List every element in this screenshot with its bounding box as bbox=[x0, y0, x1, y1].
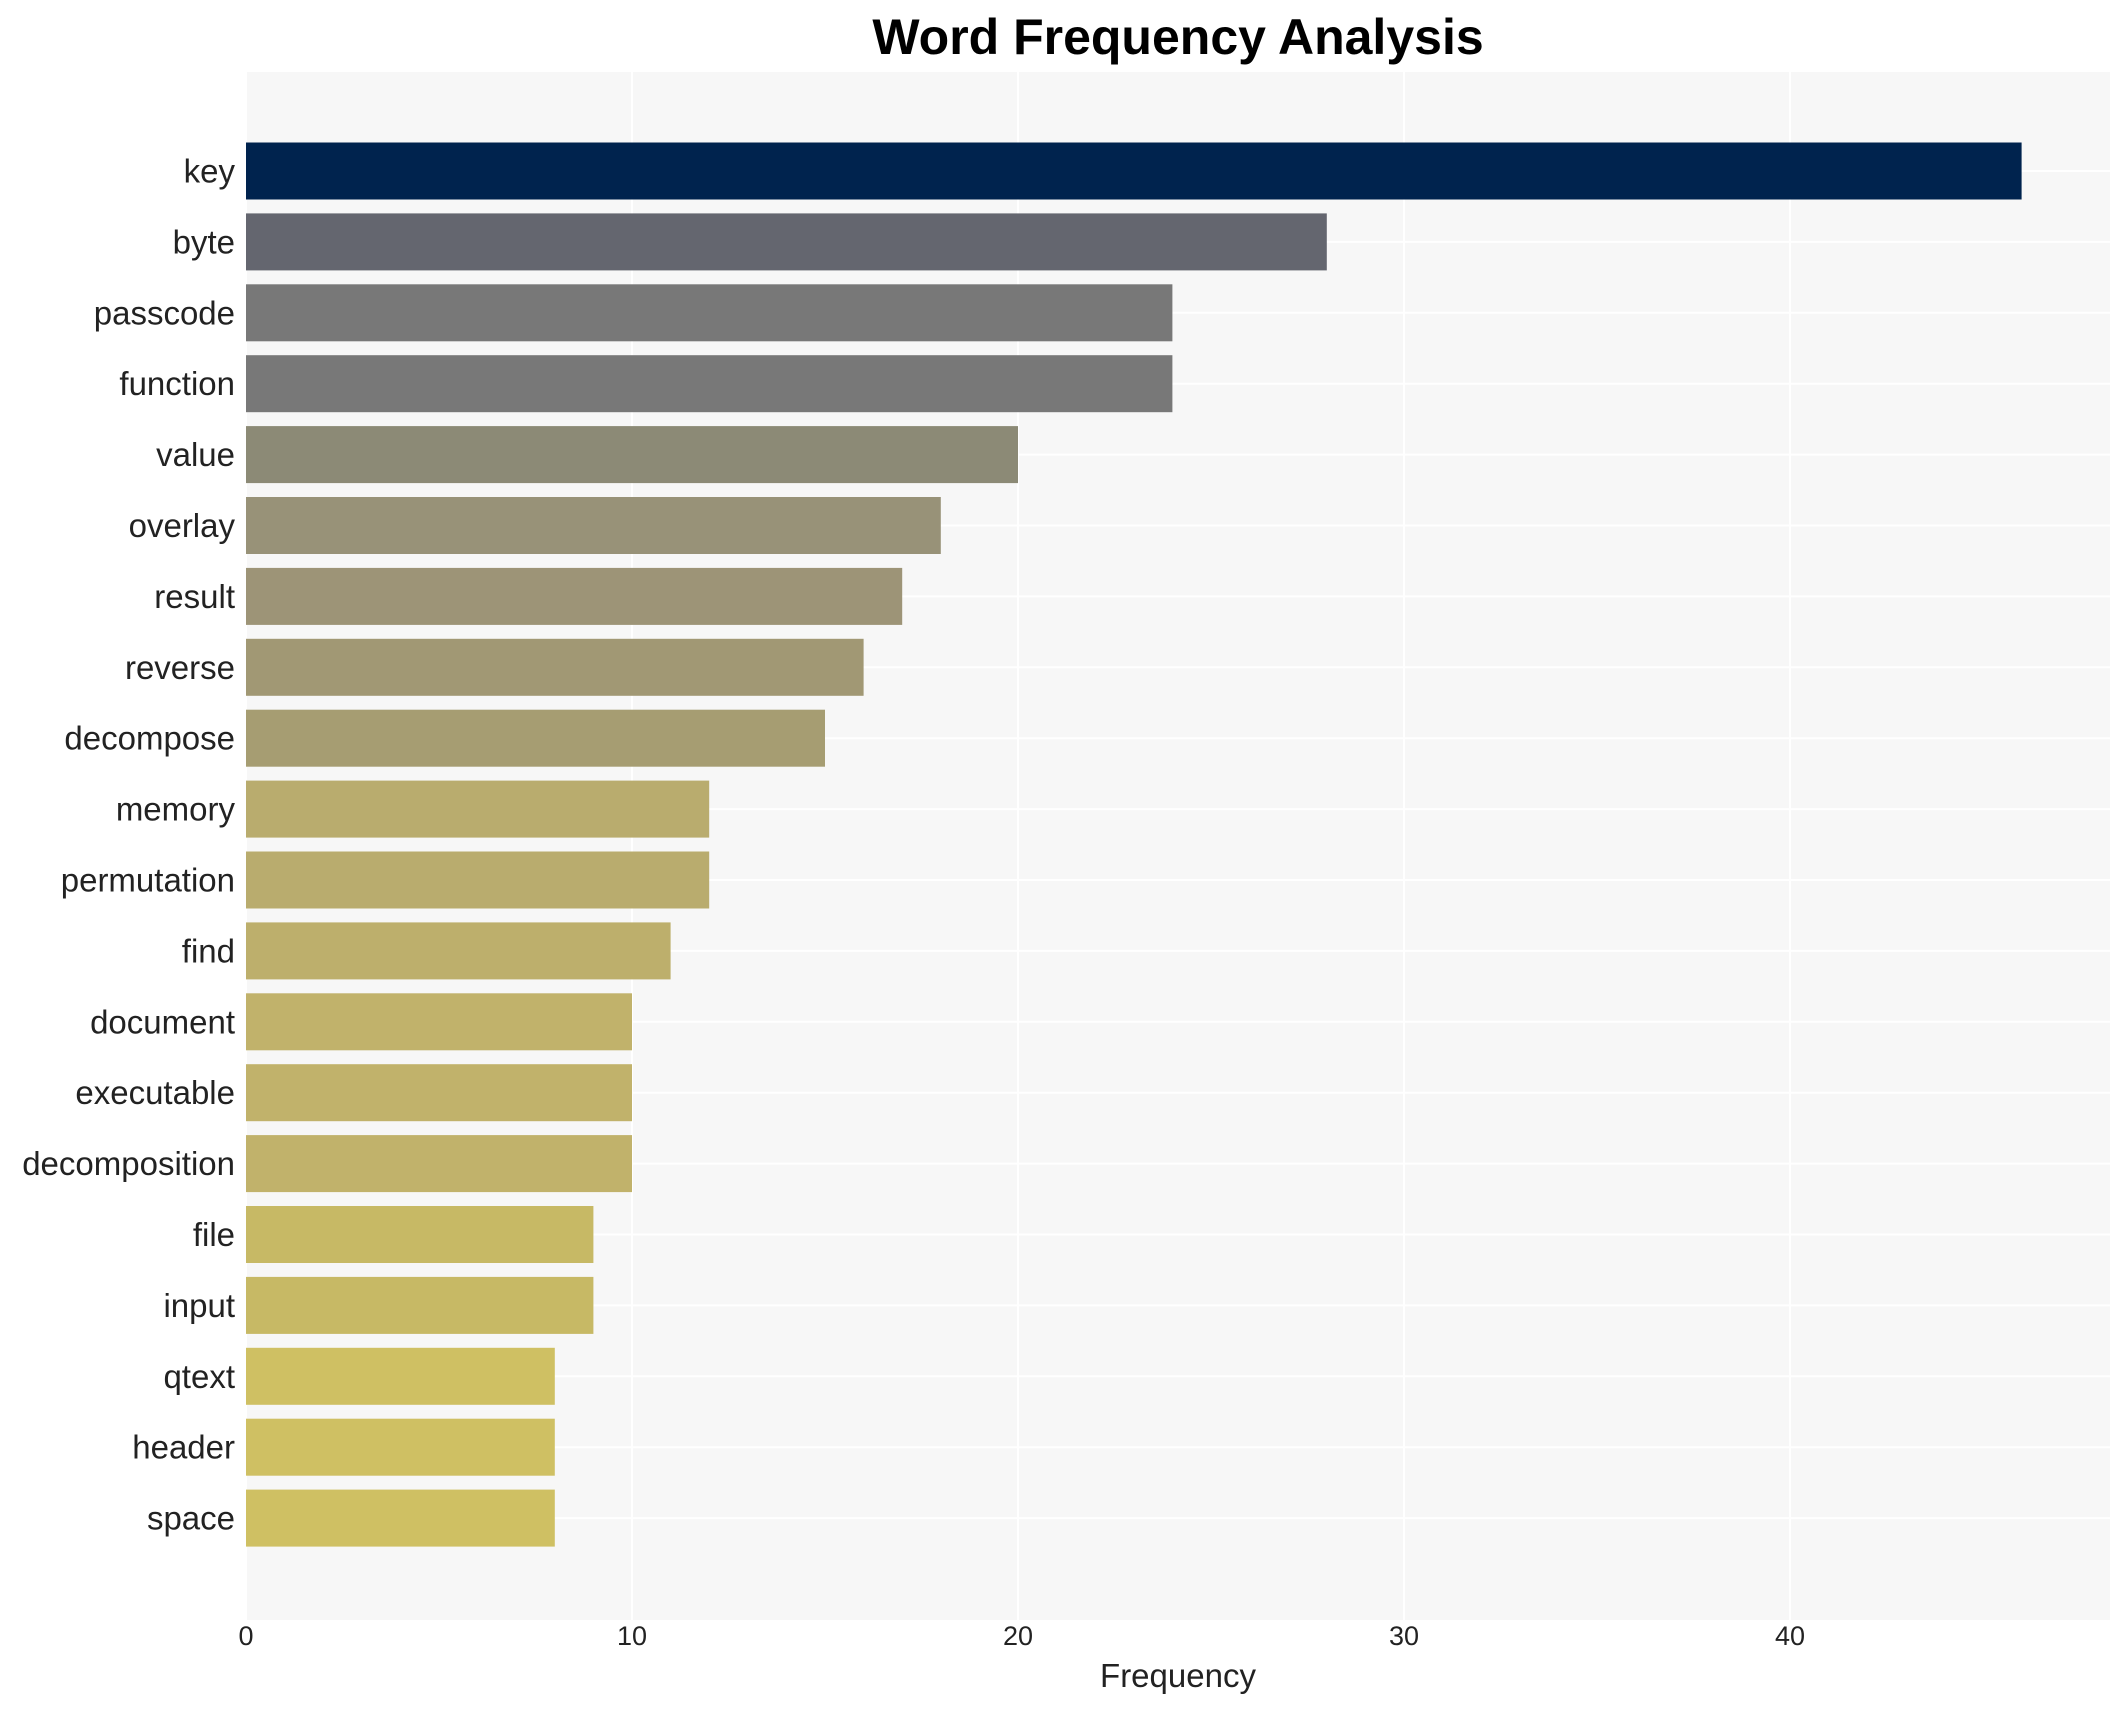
bar-value bbox=[246, 426, 1018, 484]
category-label-overlay: overlay bbox=[129, 507, 236, 544]
category-label-reverse: reverse bbox=[125, 649, 235, 686]
x-tick-labels: 0 10 20 30 40 bbox=[238, 1621, 1805, 1651]
category-label-executable: executable bbox=[75, 1074, 235, 1111]
bar-space bbox=[246, 1489, 555, 1547]
bar-passcode bbox=[246, 284, 1173, 342]
x-axis-title: Frequency bbox=[1100, 1657, 1256, 1694]
category-label-find: find bbox=[182, 932, 235, 969]
bar-document bbox=[246, 993, 632, 1051]
category-label-byte: byte bbox=[173, 223, 235, 260]
category-label-memory: memory bbox=[116, 791, 236, 828]
bar-decompose bbox=[246, 709, 825, 767]
category-label-key: key bbox=[184, 153, 236, 190]
x-tick-label: 0 bbox=[238, 1621, 253, 1651]
x-tick-label: 10 bbox=[617, 1621, 647, 1651]
category-label-permutation: permutation bbox=[61, 862, 235, 899]
bar-byte bbox=[246, 213, 1327, 271]
x-tick-label: 40 bbox=[1775, 1621, 1805, 1651]
category-labels: key byte passcode function value overlay resul… bbox=[22, 153, 235, 1537]
bar-key bbox=[246, 142, 2022, 200]
x-tick-label: 20 bbox=[1003, 1621, 1033, 1651]
bar-input bbox=[246, 1276, 594, 1334]
category-label-decomposition: decomposition bbox=[22, 1145, 235, 1182]
bar-find bbox=[246, 922, 671, 980]
category-label-value: value bbox=[156, 436, 235, 473]
bars bbox=[246, 142, 2022, 1547]
bar-overlay bbox=[246, 497, 941, 554]
category-label-function: function bbox=[119, 365, 235, 402]
bar-memory bbox=[246, 780, 710, 838]
bar-reverse bbox=[246, 638, 864, 696]
bar-header bbox=[246, 1418, 555, 1476]
bar-file bbox=[246, 1206, 594, 1263]
category-label-result: result bbox=[154, 578, 235, 615]
category-label-input: input bbox=[163, 1287, 235, 1324]
chart-title: Word Frequency Analysis bbox=[872, 9, 1483, 65]
bar-function bbox=[246, 355, 1173, 413]
bar-permutation bbox=[246, 851, 710, 909]
bar-executable bbox=[246, 1064, 632, 1122]
bar-qtext bbox=[246, 1347, 555, 1405]
category-label-decompose: decompose bbox=[64, 720, 235, 757]
bar-result bbox=[246, 567, 903, 625]
bar-decomposition bbox=[246, 1135, 632, 1193]
category-label-document: document bbox=[90, 1003, 235, 1040]
category-label-file: file bbox=[193, 1216, 235, 1253]
category-label-passcode: passcode bbox=[94, 294, 235, 331]
category-label-header: header bbox=[132, 1429, 235, 1466]
x-tick-label: 30 bbox=[1389, 1621, 1419, 1651]
category-label-space: space bbox=[147, 1500, 235, 1537]
category-label-qtext: qtext bbox=[163, 1358, 235, 1395]
